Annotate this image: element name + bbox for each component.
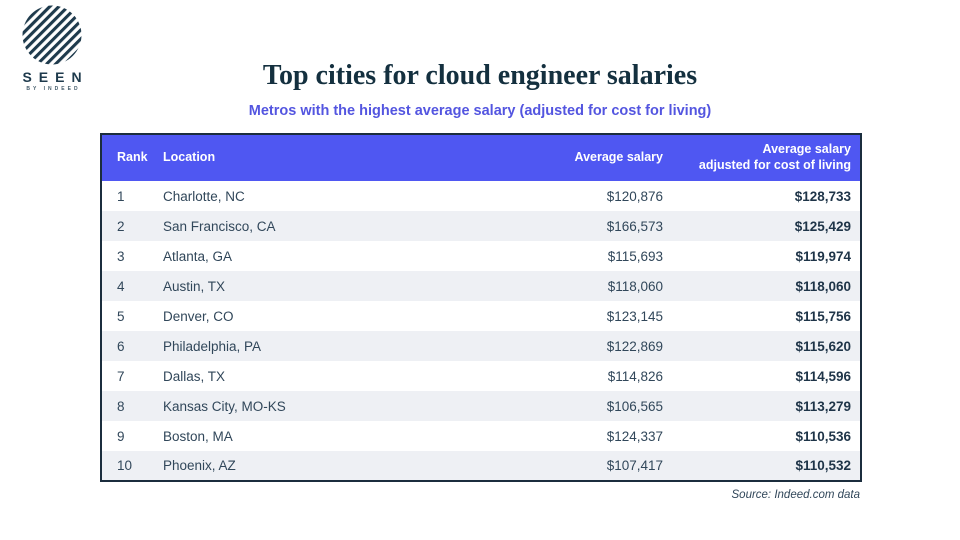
adjusted-salary-cell: $118,060 — [663, 271, 861, 301]
location-cell: San Francisco, CA — [163, 211, 501, 241]
column-header-rank: Rank — [101, 134, 163, 181]
table-body: 1 Charlotte, NC $120,876 $128,733 2 San … — [101, 181, 861, 481]
rank-cell: 2 — [101, 211, 163, 241]
logo-byline: BY INDEED — [26, 86, 81, 92]
adjusted-salary-cell: $115,756 — [663, 301, 861, 331]
average-salary-cell: $107,417 — [501, 451, 663, 481]
salary-table: Rank Location Average salary Average sal… — [100, 133, 862, 482]
location-cell: Boston, MA — [163, 421, 501, 451]
table-row: 2 San Francisco, CA $166,573 $125,429 — [101, 211, 861, 241]
adjusted-salary-cell: $110,536 — [663, 421, 861, 451]
table-row: 4 Austin, TX $118,060 $118,060 — [101, 271, 861, 301]
average-salary-cell: $118,060 — [501, 271, 663, 301]
column-header-adjusted-salary: Average salary adjusted for cost of livi… — [663, 134, 861, 181]
column-header-location: Location — [163, 134, 501, 181]
rank-cell: 1 — [101, 181, 163, 211]
logo-wordmark: SEEN — [22, 69, 89, 85]
table-row: 9 Boston, MA $124,337 $110,536 — [101, 421, 861, 451]
average-salary-cell: $120,876 — [501, 181, 663, 211]
location-cell: Austin, TX — [163, 271, 501, 301]
adjusted-salary-cell: $113,279 — [663, 391, 861, 421]
table-row: 8 Kansas City, MO-KS $106,565 $113,279 — [101, 391, 861, 421]
table-row: 7 Dallas, TX $114,826 $114,596 — [101, 361, 861, 391]
adjusted-salary-cell: $125,429 — [663, 211, 861, 241]
location-cell: Dallas, TX — [163, 361, 501, 391]
hatched-circle-logo-icon — [22, 5, 82, 65]
adjusted-salary-cell: $119,974 — [663, 241, 861, 271]
adjusted-salary-header-line2: adjusted for cost of living — [698, 158, 851, 172]
table-row: 5 Denver, CO $123,145 $115,756 — [101, 301, 861, 331]
location-cell: Charlotte, NC — [163, 181, 501, 211]
column-header-average-salary: Average salary — [501, 134, 663, 181]
table-row: 1 Charlotte, NC $120,876 $128,733 — [101, 181, 861, 211]
adjusted-salary-header-line1: Average salary — [762, 142, 852, 157]
adjusted-salary-cell: $114,596 — [663, 361, 861, 391]
adjusted-salary-cell: $110,532 — [663, 451, 861, 481]
location-cell: Phoenix, AZ — [163, 451, 501, 481]
table-row: 3 Atlanta, GA $115,693 $119,974 — [101, 241, 861, 271]
rank-cell: 9 — [101, 421, 163, 451]
rank-cell: 3 — [101, 241, 163, 271]
average-salary-cell: $106,565 — [501, 391, 663, 421]
page-title: Top cities for cloud engineer salaries — [262, 60, 698, 91]
location-cell: Denver, CO — [163, 301, 501, 331]
table-row: 6 Philadelphia, PA $122,869 $115,620 — [101, 331, 861, 361]
table-header: Rank Location Average salary Average sal… — [101, 134, 861, 181]
location-cell: Philadelphia, PA — [163, 331, 501, 361]
average-salary-cell: $123,145 — [501, 301, 663, 331]
rank-cell: 7 — [101, 361, 163, 391]
average-salary-cell: $166,573 — [501, 211, 663, 241]
location-cell: Kansas City, MO-KS — [163, 391, 501, 421]
rank-cell: 5 — [101, 301, 163, 331]
table-row: 10 Phoenix, AZ $107,417 $110,532 — [101, 451, 861, 481]
rank-cell: 6 — [101, 331, 163, 361]
average-salary-cell: $114,826 — [501, 361, 663, 391]
rank-cell: 4 — [101, 271, 163, 301]
average-salary-cell: $115,693 — [501, 241, 663, 271]
rank-cell: 10 — [101, 451, 163, 481]
adjusted-salary-cell: $128,733 — [663, 181, 861, 211]
table-header-row: Rank Location Average salary Average sal… — [101, 134, 861, 181]
page-subtitle: Metros with the highest average salary (… — [248, 103, 712, 119]
location-cell: Atlanta, GA — [163, 241, 501, 271]
source-note: Source: Indeed.com data — [731, 489, 861, 501]
seen-logo: SEEN BY INDEED — [13, 5, 91, 92]
average-salary-cell: $122,869 — [501, 331, 663, 361]
rank-cell: 8 — [101, 391, 163, 421]
average-salary-cell: $124,337 — [501, 421, 663, 451]
adjusted-salary-cell: $115,620 — [663, 331, 861, 361]
